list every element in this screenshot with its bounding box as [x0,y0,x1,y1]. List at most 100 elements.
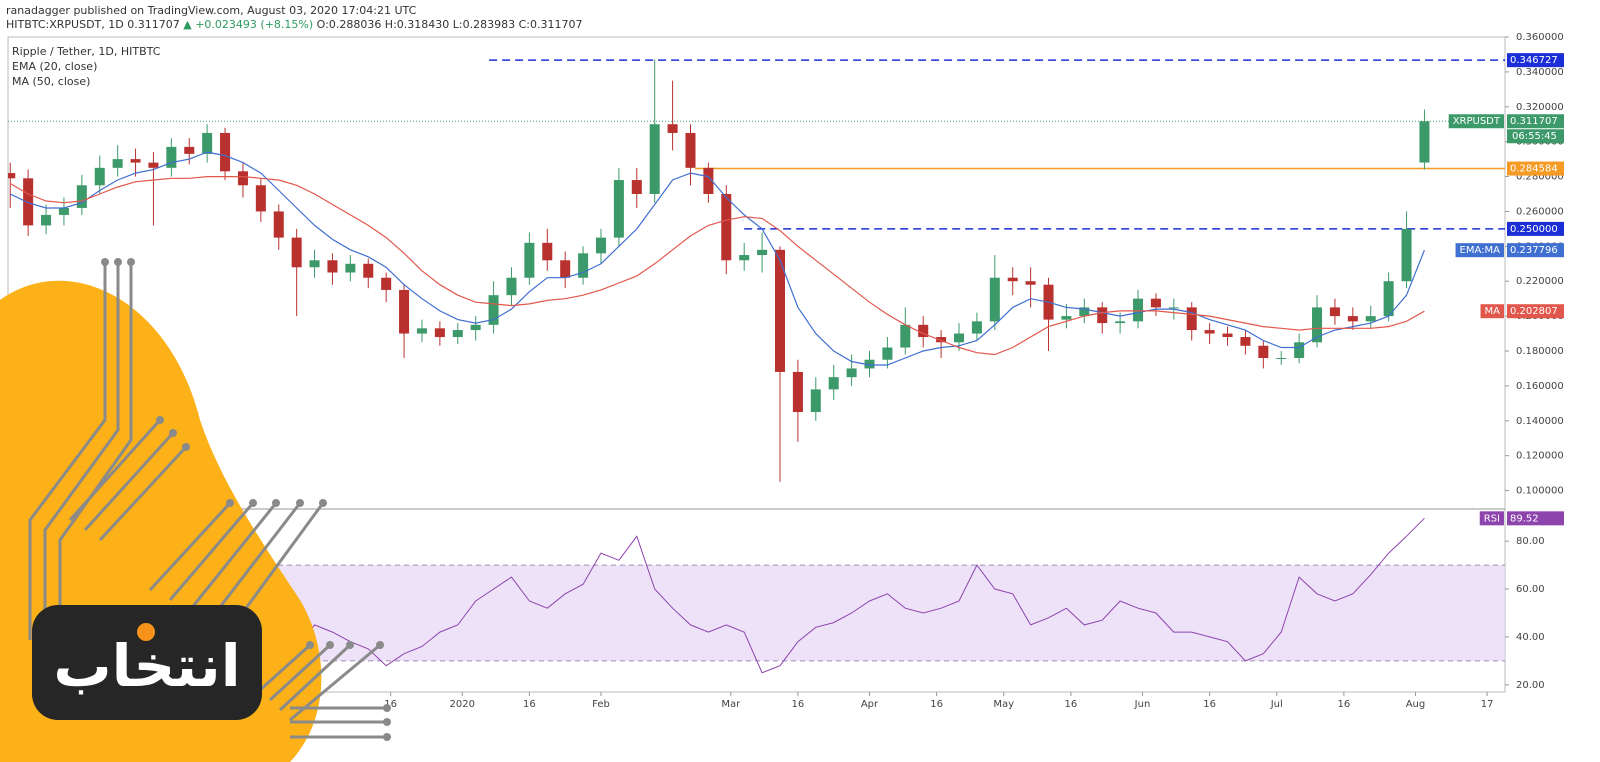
candle-body [578,253,589,278]
candle-body [810,389,821,413]
level-tag-value: 0.346727 [1510,55,1558,66]
change: ▲ +0.023493 (+8.15%) [183,18,314,31]
x-tick-label: May [993,699,1014,710]
candle-body [1419,121,1430,163]
last-price-tag-name-bg [1448,114,1504,129]
candle-body [685,132,696,168]
candle-body [184,146,195,154]
circuit [28,262,385,739]
watermark: انتخاب [0,258,391,762]
candle-body [166,146,177,168]
candle-body [1329,307,1340,317]
chart-title: Ripple / Tether, 1D, HITBTC [12,45,161,58]
candle-body [721,194,732,261]
candle-body [470,324,481,331]
x-tick-label: 16 [1338,699,1351,710]
candle-body [1133,298,1144,322]
candle-body [506,277,517,296]
indicator-line [9,151,1425,366]
candle-body [130,159,141,163]
candle-body [774,249,786,372]
ohlc: O:0.288036 H:0.318430 L:0.283983 C:0.311… [316,18,583,31]
x-tick-label: 2020 [450,699,475,710]
y-tick-label: 0.220000 [1516,276,1564,287]
y-tick-label: 40.00 [1516,632,1545,643]
line-tag-name: MA [1485,306,1501,317]
candle-body [864,359,875,369]
rsi-tag-bg [1507,511,1564,526]
candle-body [148,162,159,168]
candle-body [971,321,982,334]
candle-body [291,237,302,268]
y-tick-label: 0.180000 [1516,346,1564,357]
candle-body [1347,316,1358,322]
rsi-tag-name: RSI [1484,513,1500,524]
candle-body [595,237,606,254]
candle-body [953,333,965,343]
y-tick-label: 80.00 [1516,536,1545,547]
candle-body [542,242,553,261]
price: 0.311707 [127,18,180,31]
bitcoin-icon [137,623,155,641]
candle-body [667,124,678,133]
symbol: HITBTC:XRPUSDT, 1D [6,18,124,31]
x-tick-label: Jul [1270,699,1283,710]
legend-ma: MA (50, close) [12,75,90,88]
candle-body [792,371,803,413]
candle-body [220,132,231,172]
candle-body [112,159,123,168]
level-tag-value: 0.250000 [1510,224,1558,235]
rsi-tag-name-bg [1479,511,1504,526]
candle-body [1240,337,1251,346]
candle-body [1401,228,1412,282]
line-tag-bg [1507,243,1564,258]
candle-body [434,328,445,338]
candle-body [363,263,374,278]
x-tick-label: 16 [523,699,536,710]
line-tag-name-bg [1480,304,1504,319]
candle-body [631,180,642,194]
candle-body [255,185,266,212]
level-tag-bg [1507,161,1564,176]
candle-body [1365,316,1376,322]
line-tag-name-bg [1455,243,1504,258]
candle-body [918,324,929,338]
last-price-tag-bg [1507,114,1564,129]
level-tag-value: 0.284584 [1510,164,1558,175]
x-tick-label: Mar [721,699,741,710]
candle-body [703,167,714,194]
line-tag-name: EMA:MA [1460,245,1501,256]
last-price-tag-value: 0.311707 [1510,116,1558,127]
symbol-line: HITBTC:XRPUSDT, 1D 0.311707 ▲ +0.023493 … [6,18,582,31]
circuit-dots [101,258,391,741]
line-tag-bg [1507,304,1564,319]
x-tick-label: 17 [1481,699,1494,710]
candle-body [649,124,660,194]
candle-body [1276,357,1287,359]
y-tick-label: 0.360000 [1516,32,1564,43]
candle-body [828,377,839,390]
candle-body [8,173,16,179]
candle-body [1294,342,1305,358]
legend-ema: EMA (20, close) [12,60,97,73]
line-tag-value: 0.237796 [1510,245,1558,256]
x-tick-label: 16 [1065,699,1078,710]
y-tick-label: 0.340000 [1516,67,1564,78]
candle-body [94,167,105,186]
candle-body [846,368,857,378]
candle-body [1061,316,1072,320]
y-tick-label: 20.00 [1516,680,1545,691]
countdown-bg [1507,129,1564,144]
x-tick-label: 16 [930,699,943,710]
countdown: 06:55:45 [1512,131,1557,142]
candle-body [1186,307,1197,331]
x-tick-label: Apr [861,699,879,710]
candle-body [1312,307,1323,343]
candle-body [613,180,624,238]
published-line: ranadagger published on TradingView.com,… [6,4,417,17]
x-tick-label: 16 [1203,699,1216,710]
y-tick-label: 0.320000 [1516,102,1564,113]
candle-body [58,207,69,215]
